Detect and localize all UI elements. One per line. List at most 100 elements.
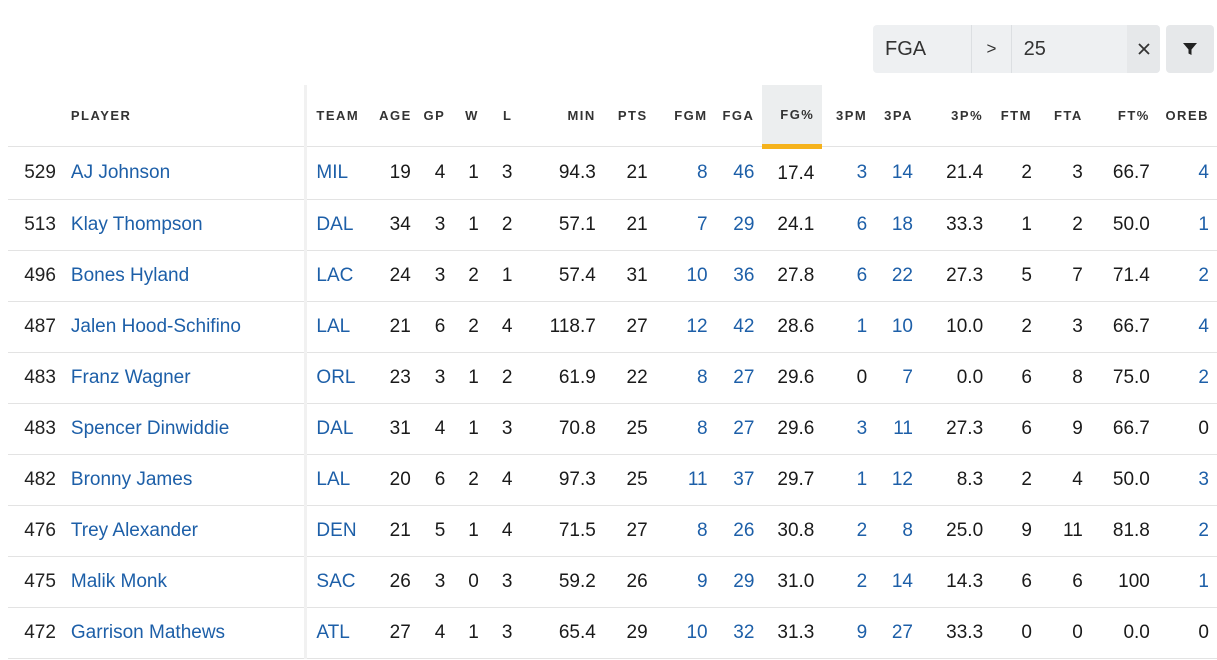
stat-fgm-link[interactable]: 8 [655,146,716,200]
team-link[interactable]: LAL [304,454,380,506]
column-header-pts[interactable]: PTS [603,85,656,147]
filter-operator-select[interactable]: > [972,25,1012,73]
column-header-gp[interactable]: GP [418,85,454,147]
stat-fga-link[interactable]: 32 [715,607,763,659]
filter-stat-select[interactable]: FGA [873,25,973,73]
stat-gp-cell: 3 [418,352,454,404]
stat-fga-link[interactable]: 27 [715,352,763,404]
column-header-l[interactable]: L [486,85,521,147]
player-name-link[interactable]: Trey Alexander [61,505,306,557]
stat-3pm-link[interactable]: 2 [822,556,876,608]
player-name-link[interactable]: Bronny James [61,454,306,506]
player-name-link[interactable]: Franz Wagner [61,352,306,404]
stat-oreb-link[interactable]: 4 [1157,301,1217,353]
stat-oreb-link[interactable]: 2 [1157,352,1217,404]
rank-cell: 513 [8,199,62,251]
stat-fgm-link[interactable]: 10 [655,250,716,302]
team-link[interactable]: ATL [304,607,380,659]
column-header-fg-pct[interactable]: FG% [762,85,823,149]
column-header-fga[interactable]: FGA [715,85,763,147]
stat-3pm-link[interactable]: 3 [822,146,876,200]
stat-3pm-link[interactable]: 6 [822,199,876,251]
stat-3pa-link[interactable]: 14 [875,556,921,608]
stat-3pm-link[interactable]: 1 [822,301,876,353]
stat-3pa-link[interactable]: 14 [875,146,921,200]
stat-3pm-link[interactable]: 3 [822,403,876,455]
team-link[interactable]: DAL [304,403,380,455]
stat-fgm-link[interactable]: 9 [655,556,716,608]
player-name-link[interactable]: Garrison Mathews [61,607,306,659]
stat-ftm-cell: 6 [991,352,1040,404]
column-header-fgm[interactable]: FGM [655,85,716,147]
clear-filter-button[interactable] [1127,25,1160,73]
stat-fgm-link[interactable]: 7 [655,199,716,251]
column-header-w[interactable]: W [453,85,487,147]
column-header-oreb[interactable]: OREB [1157,85,1217,147]
stat-oreb-link[interactable]: 4 [1157,146,1217,200]
team-link[interactable]: SAC [304,556,380,608]
player-name-link[interactable]: Klay Thompson [61,199,306,251]
stat-fgm-link[interactable]: 8 [655,403,716,455]
stat-3pm-link[interactable]: 1 [822,454,876,506]
stat-3pm-link[interactable]: 2 [822,505,876,557]
player-name-link[interactable]: AJ Johnson [61,146,306,200]
rank-cell: 482 [8,454,62,506]
stat-oreb-link[interactable]: 2 [1157,505,1217,557]
stat-3pa-link[interactable]: 11 [875,403,921,455]
stat-3pa-link[interactable]: 22 [875,250,921,302]
column-header-ftm[interactable]: FTM [991,85,1040,147]
stat-fga-link[interactable]: 42 [715,301,763,353]
stat-fgm-link[interactable]: 10 [655,607,716,659]
team-link[interactable]: LAC [304,250,380,302]
stat-fga-link[interactable]: 29 [715,556,763,608]
stat-fga-link[interactable]: 46 [715,146,763,200]
team-link[interactable]: MIL [304,146,380,200]
stat-w-cell: 1 [453,607,487,659]
stat-fga-link[interactable]: 26 [715,505,763,557]
column-header-ft-pct[interactable]: FT% [1090,85,1158,147]
stat-fta-cell: 11 [1039,505,1091,557]
stat-3pm-link[interactable]: 6 [822,250,876,302]
stat-ft-pct-cell: 71.4 [1090,250,1158,302]
player-name-link[interactable]: Bones Hyland [61,250,306,302]
apply-filter-button[interactable] [1166,25,1214,73]
stat-3pa-link[interactable]: 8 [875,505,921,557]
filter-value-input[interactable]: 25 [1023,37,1046,60]
stat-fgm-link[interactable]: 11 [655,454,716,506]
stat-3pm-link[interactable]: 9 [822,607,876,659]
stat-fga-link[interactable]: 37 [715,454,763,506]
stat-age-cell: 24 [379,250,419,302]
stat-3pa-link[interactable]: 7 [875,352,921,404]
column-header-team[interactable]: TEAM [304,85,380,147]
column-header-3p-pct[interactable]: 3P% [920,85,992,147]
stat-3pa-link[interactable]: 10 [875,301,921,353]
stat-fga-link[interactable]: 27 [715,403,763,455]
team-link[interactable]: DAL [304,199,380,251]
team-link[interactable]: ORL [304,352,380,404]
team-link[interactable]: LAL [304,301,380,353]
column-header-3pa[interactable]: 3PA [875,85,921,147]
stat-3p-pct-cell: 0.0 [920,352,992,404]
stat-oreb-link[interactable]: 2 [1157,250,1217,302]
stat-fgm-link[interactable]: 12 [655,301,716,353]
stat-ft-pct-cell: 100 [1090,556,1158,608]
player-name-link[interactable]: Jalen Hood-Schifino [61,301,306,353]
team-link[interactable]: DEN [304,505,380,557]
stat-3pa-link[interactable]: 12 [875,454,921,506]
column-header-3pm[interactable]: 3PM [822,85,876,147]
column-header-min[interactable]: MIN [520,85,604,147]
column-header-player[interactable]: PLAYER [61,85,306,147]
stat-3pa-link[interactable]: 18 [875,199,921,251]
stat-oreb-link[interactable]: 1 [1157,199,1217,251]
column-header-fta[interactable]: FTA [1039,85,1091,147]
stat-fgm-link[interactable]: 8 [655,352,716,404]
stat-fga-link[interactable]: 29 [715,199,763,251]
column-header-age[interactable]: AGE [379,85,419,147]
stat-fga-link[interactable]: 36 [715,250,763,302]
stat-oreb-link[interactable]: 1 [1157,556,1217,608]
stat-oreb-link[interactable]: 3 [1157,454,1217,506]
stat-3pa-link[interactable]: 27 [875,607,921,659]
stat-fgm-link[interactable]: 8 [655,505,716,557]
player-name-link[interactable]: Malik Monk [61,556,306,608]
player-name-link[interactable]: Spencer Dinwiddie [61,403,306,455]
